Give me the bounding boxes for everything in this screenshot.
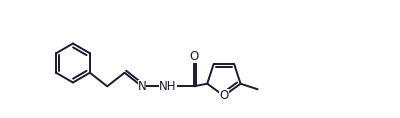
Text: O: O xyxy=(219,89,228,102)
Text: O: O xyxy=(189,50,198,63)
Text: NH: NH xyxy=(159,80,177,93)
Text: N: N xyxy=(138,80,146,93)
